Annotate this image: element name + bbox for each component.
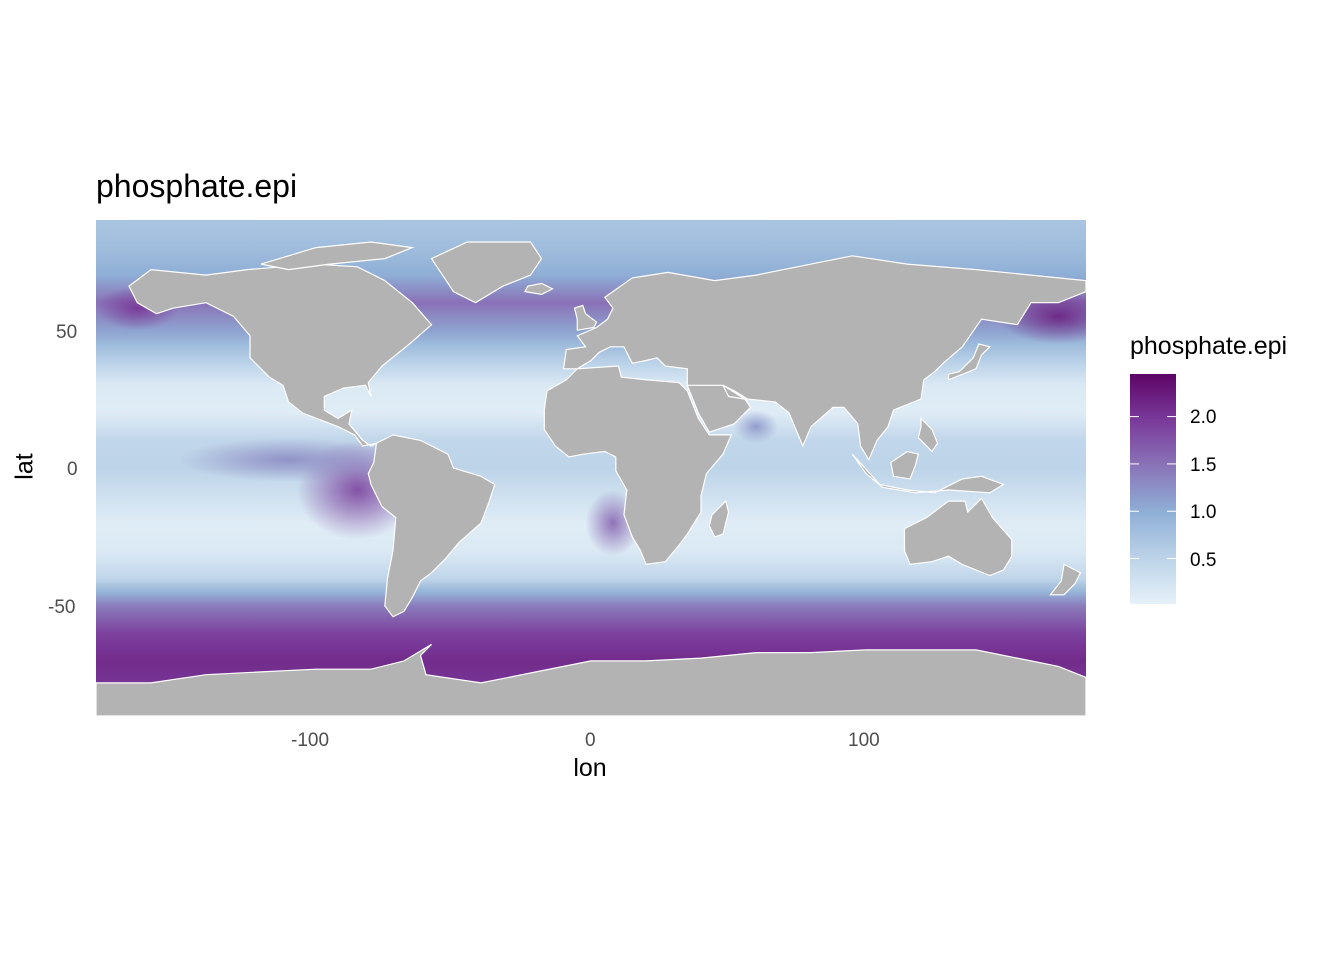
x-tick-label: 100 (848, 730, 880, 751)
y-tick-label: -50 (48, 597, 76, 618)
legend-label: 1.0 (1190, 502, 1217, 523)
land-new-zealand (1049, 563, 1082, 596)
land-south-america (367, 434, 496, 618)
y-axis-title: lat (10, 453, 39, 480)
y-tick-label: 0 (67, 459, 78, 480)
land-africa (543, 365, 733, 566)
eastern-pacific-equator (178, 437, 399, 482)
x-tick-label: 0 (585, 730, 596, 751)
land-madagascar (708, 499, 730, 538)
land-philippines (917, 416, 939, 453)
legend-label: 2.0 (1190, 407, 1217, 428)
land-iceland (524, 282, 554, 296)
land-uk (573, 304, 598, 331)
y-tick-label: 50 (56, 322, 78, 343)
arabian-sea (734, 410, 778, 444)
land-antarctica (96, 643, 1086, 716)
x-tick-label: -100 (291, 730, 330, 751)
land-north-america (128, 263, 433, 447)
legend-label: 0.5 (1190, 550, 1217, 571)
land-arctic-islands (260, 241, 415, 271)
legend-label: 1.5 (1190, 455, 1217, 476)
land-arabia (686, 384, 752, 433)
chart-title: phosphate.epi (96, 168, 298, 204)
land-indonesia (851, 453, 1005, 494)
legend-title: phosphate.epi (1130, 332, 1288, 360)
land-greenland (430, 241, 543, 304)
land-japan (947, 343, 991, 381)
land-masses (96, 241, 1086, 716)
land-borneo (890, 450, 920, 480)
legend-gradient (1130, 374, 1176, 604)
legend-colorbar (1130, 374, 1176, 604)
x-axis-title: lon (573, 754, 607, 782)
land-eurasia (562, 255, 1086, 462)
land-australia (903, 497, 1013, 577)
